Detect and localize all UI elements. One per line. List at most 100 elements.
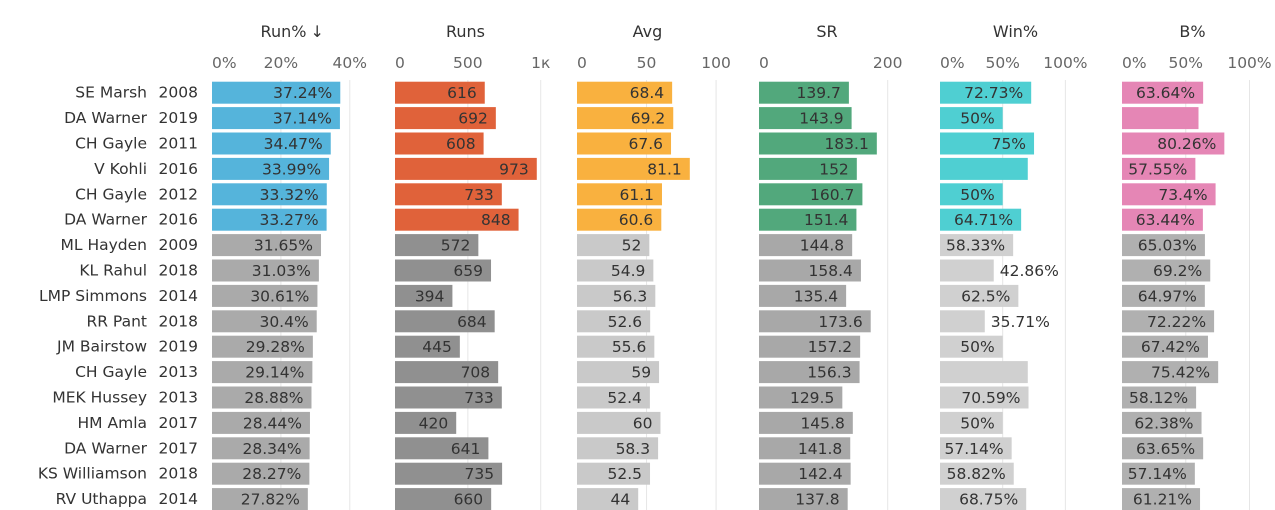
bar[interactable] [212, 132, 331, 155]
bar[interactable] [212, 462, 310, 485]
bar[interactable] [759, 361, 860, 384]
bar[interactable] [940, 259, 994, 282]
bar[interactable] [759, 310, 871, 333]
bar[interactable] [395, 462, 503, 485]
bar[interactable] [395, 284, 453, 307]
bar[interactable] [759, 81, 849, 104]
bar[interactable] [759, 132, 877, 155]
bar[interactable] [759, 437, 851, 460]
bar[interactable] [212, 157, 330, 180]
bar[interactable] [1122, 335, 1208, 358]
bar[interactable] [577, 107, 674, 130]
bar[interactable] [395, 183, 502, 206]
bar[interactable] [577, 183, 662, 206]
bar[interactable] [759, 234, 853, 257]
bar[interactable] [759, 488, 848, 510]
bar[interactable] [212, 234, 322, 257]
bar[interactable] [1122, 107, 1199, 130]
bar[interactable] [1122, 183, 1216, 206]
bar[interactable] [577, 488, 639, 510]
bar[interactable] [212, 386, 312, 409]
bar[interactable] [577, 259, 654, 282]
bar[interactable] [940, 361, 1028, 384]
bar[interactable] [395, 208, 519, 231]
bar[interactable] [212, 361, 313, 384]
bar[interactable] [1122, 81, 1204, 104]
bar[interactable] [212, 284, 318, 307]
bar[interactable] [1122, 208, 1203, 231]
bar[interactable] [1122, 462, 1195, 485]
bar[interactable] [577, 157, 690, 180]
bar[interactable] [395, 132, 484, 155]
bar[interactable] [940, 183, 1003, 206]
bar[interactable] [940, 411, 1003, 434]
bar[interactable] [759, 259, 861, 282]
bar[interactable] [940, 386, 1029, 409]
bar[interactable] [1122, 157, 1196, 180]
bar[interactable] [577, 81, 673, 104]
bar[interactable] [759, 335, 861, 358]
bar[interactable] [212, 183, 327, 206]
bar[interactable] [577, 386, 650, 409]
bar[interactable] [759, 462, 851, 485]
bar[interactable] [212, 411, 310, 434]
bar[interactable] [940, 81, 1032, 104]
bar[interactable] [1122, 284, 1205, 307]
bar[interactable] [940, 234, 1014, 257]
bar[interactable] [940, 107, 1003, 130]
bar[interactable] [759, 157, 857, 180]
bar[interactable] [577, 411, 661, 434]
bar[interactable] [940, 310, 985, 333]
bar[interactable] [577, 437, 659, 460]
bar[interactable] [395, 386, 502, 409]
bar[interactable] [395, 157, 537, 180]
bar[interactable] [1122, 411, 1202, 434]
bar[interactable] [395, 259, 492, 282]
bar[interactable] [577, 361, 660, 384]
bar[interactable] [940, 284, 1019, 307]
bar[interactable] [577, 208, 662, 231]
bar[interactable] [212, 81, 341, 104]
bar[interactable] [577, 335, 655, 358]
bar[interactable] [940, 157, 1028, 180]
bar[interactable] [759, 386, 843, 409]
bar[interactable] [940, 208, 1022, 231]
bar[interactable] [395, 310, 495, 333]
bar[interactable] [395, 488, 492, 510]
bar[interactable] [212, 335, 313, 358]
bar[interactable] [940, 335, 1003, 358]
bar[interactable] [1122, 488, 1201, 510]
bar[interactable] [759, 208, 857, 231]
bar[interactable] [577, 234, 650, 257]
bar[interactable] [577, 310, 651, 333]
bar[interactable] [395, 361, 499, 384]
bar[interactable] [1122, 310, 1215, 333]
bar[interactable] [395, 107, 496, 130]
bar[interactable] [395, 335, 460, 358]
bar[interactable] [212, 310, 317, 333]
bar[interactable] [395, 81, 485, 104]
bar[interactable] [577, 132, 672, 155]
bar[interactable] [940, 437, 1012, 460]
bar[interactable] [212, 107, 340, 130]
bar[interactable] [577, 462, 651, 485]
bar[interactable] [940, 462, 1014, 485]
bar[interactable] [212, 259, 319, 282]
bar[interactable] [759, 183, 863, 206]
bar[interactable] [1122, 361, 1219, 384]
bar[interactable] [759, 411, 853, 434]
bar[interactable] [940, 132, 1035, 155]
sort-descending-icon[interactable]: ↓ [310, 22, 323, 41]
bar[interactable] [759, 107, 852, 130]
bar[interactable] [1122, 437, 1204, 460]
bar[interactable] [395, 437, 489, 460]
bar[interactable] [395, 411, 457, 434]
bar[interactable] [212, 208, 327, 231]
bar[interactable] [1122, 386, 1197, 409]
bar[interactable] [577, 284, 656, 307]
bar[interactable] [395, 234, 479, 257]
bar[interactable] [212, 488, 308, 510]
bar[interactable] [940, 488, 1027, 510]
bar[interactable] [759, 284, 847, 307]
bar[interactable] [1122, 132, 1225, 155]
